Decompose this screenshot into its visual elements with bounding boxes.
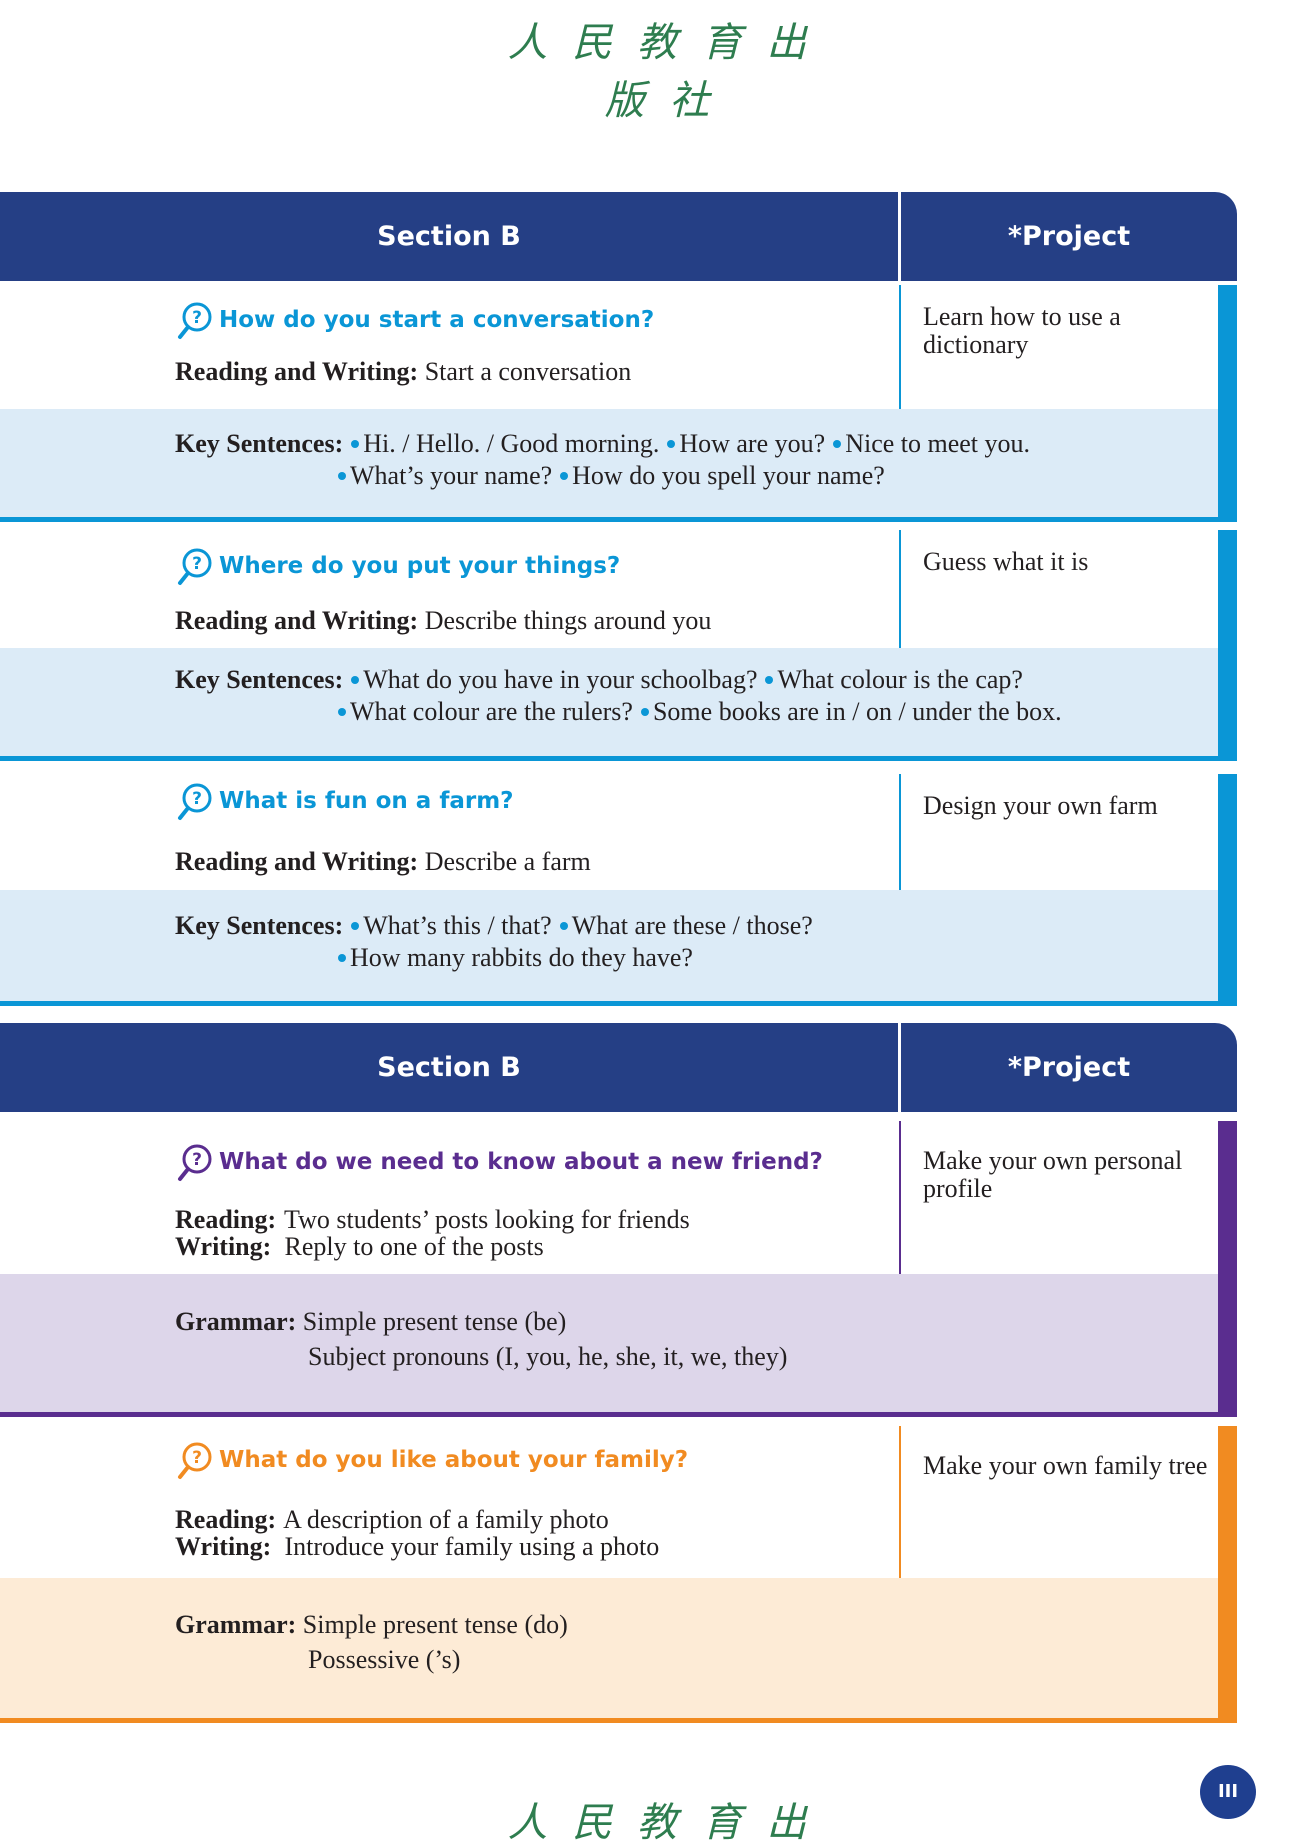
svg-text:?: ? <box>192 1448 202 1468</box>
grammar-band <box>0 1578 1218 1718</box>
grammar-line: Grammar: Simple present tense (do) <box>175 1610 568 1639</box>
key-sentences-band <box>0 409 1218 517</box>
question-magnifier-icon: ? <box>178 1144 212 1181</box>
grammar-line: Subject pronouns (I, you, he, she, it, w… <box>308 1342 788 1371</box>
publisher-logo-top: 人 民 教 育 出 版 社 <box>507 20 813 124</box>
unit-bottom-line <box>0 1412 1237 1417</box>
bullet-icon <box>338 954 346 963</box>
project-text: Learn how to use a dictionary <box>923 302 1121 359</box>
key-sentences-band <box>0 648 1218 756</box>
unit-color-bar <box>1218 774 1237 1005</box>
key-sentences-line: How many rabbits do they have? <box>330 942 693 973</box>
project-text: Make your own family tree <box>923 1451 1208 1480</box>
key-sentences-band <box>0 890 1218 1001</box>
header-section-b: Section B <box>377 221 521 252</box>
bullet-icon <box>833 440 842 449</box>
skill-line: Writing: Reply to one of the posts <box>175 1232 544 1261</box>
band-label: Grammar: <box>175 1610 297 1639</box>
key-sentences-line: Key Sentences: Hi. / Hello. / Good mornin… <box>175 429 1031 458</box>
unit-bottom-line <box>0 1718 1237 1723</box>
column-divider <box>899 530 901 648</box>
header-project: *Project <box>1007 221 1131 252</box>
column-divider <box>899 1426 901 1578</box>
question-magnifier-icon: ? <box>178 548 212 585</box>
table-header: Section B *Project <box>0 192 1237 281</box>
page-number: III <box>1200 1765 1256 1819</box>
skill-line: Reading: Two students’ posts looking for… <box>175 1205 690 1234</box>
band-label: Key Sentences: <box>175 665 344 694</box>
grammar-line: Possessive (’s) <box>308 1645 461 1674</box>
column-divider <box>899 774 901 890</box>
unit-color-bar <box>1218 285 1237 521</box>
svg-text:?: ? <box>192 554 202 574</box>
unit-question: ? What is fun on a farm? <box>175 781 514 821</box>
table-header: Section B *Project <box>0 1023 1237 1112</box>
bullet-icon <box>560 472 569 481</box>
unit-question: ? How do you start a conversation? <box>175 300 654 340</box>
unit-bottom-line <box>0 517 1237 522</box>
unit-bottom-line <box>0 1001 1237 1006</box>
key-sentences-line: Key Sentences: What do you have in your s… <box>175 665 1023 694</box>
bullet-icon <box>765 676 774 685</box>
bullet-icon <box>351 922 360 931</box>
band-label: Key Sentences: <box>175 429 344 458</box>
bullet-icon <box>338 472 346 481</box>
bullet-icon <box>338 708 346 717</box>
column-divider <box>899 285 901 409</box>
unit-question: ? What do you like about your family? <box>175 1440 688 1480</box>
bullet-icon <box>667 440 676 449</box>
question-magnifier-icon: ? <box>178 783 212 820</box>
unit-color-bar <box>1218 1121 1237 1416</box>
unit-question: ? Where do you put your things? <box>175 546 620 586</box>
band-label: Key Sentences: <box>175 911 344 940</box>
bullet-icon <box>351 676 360 685</box>
project-text: Design your own farm <box>923 791 1158 820</box>
skill-line: Reading and Writing: Describe a farm <box>175 847 591 876</box>
key-sentences-line: What colour are the rulers? Some books ar… <box>330 696 1062 727</box>
skill-line: Reading and Writing: Start a conversatio… <box>175 357 632 386</box>
bullet-icon <box>640 708 649 717</box>
skill-line: Writing: Introduce your family using a p… <box>175 1532 660 1561</box>
svg-text:?: ? <box>192 1150 202 1170</box>
header-project: *Project <box>1007 1052 1131 1083</box>
publisher-logo-bottom: 人 民 教 育 出 版 社 <box>507 1800 813 1842</box>
unit-question: ? What do we need to know about a new fri… <box>175 1142 823 1182</box>
project-text: Guess what it is <box>923 547 1089 576</box>
unit-color-bar <box>1218 530 1237 760</box>
key-sentences-line: What’s your name? How do you spell your n… <box>330 460 885 491</box>
skill-line: Reading: A description of a family photo <box>175 1505 609 1534</box>
band-label: Grammar: <box>175 1307 297 1336</box>
header-section-b: Section B <box>377 1052 521 1083</box>
unit-color-bar <box>1218 1426 1237 1722</box>
skill-line: Reading and Writing: Describe things aro… <box>175 606 712 635</box>
svg-text:?: ? <box>192 308 202 328</box>
bullet-icon <box>351 440 360 449</box>
project-text: Make your own personal profile <box>923 1146 1183 1203</box>
question-magnifier-icon: ? <box>178 1442 212 1479</box>
column-divider <box>899 1121 901 1274</box>
grammar-band <box>0 1274 1218 1412</box>
bullet-icon <box>559 922 568 931</box>
grammar-line: Grammar: Simple present tense (be) <box>175 1307 567 1336</box>
unit-bottom-line <box>0 756 1237 761</box>
question-magnifier-icon: ? <box>178 302 212 339</box>
svg-text:?: ? <box>192 789 202 809</box>
key-sentences-line: Key Sentences: What’s this / that? What ar… <box>175 911 813 940</box>
